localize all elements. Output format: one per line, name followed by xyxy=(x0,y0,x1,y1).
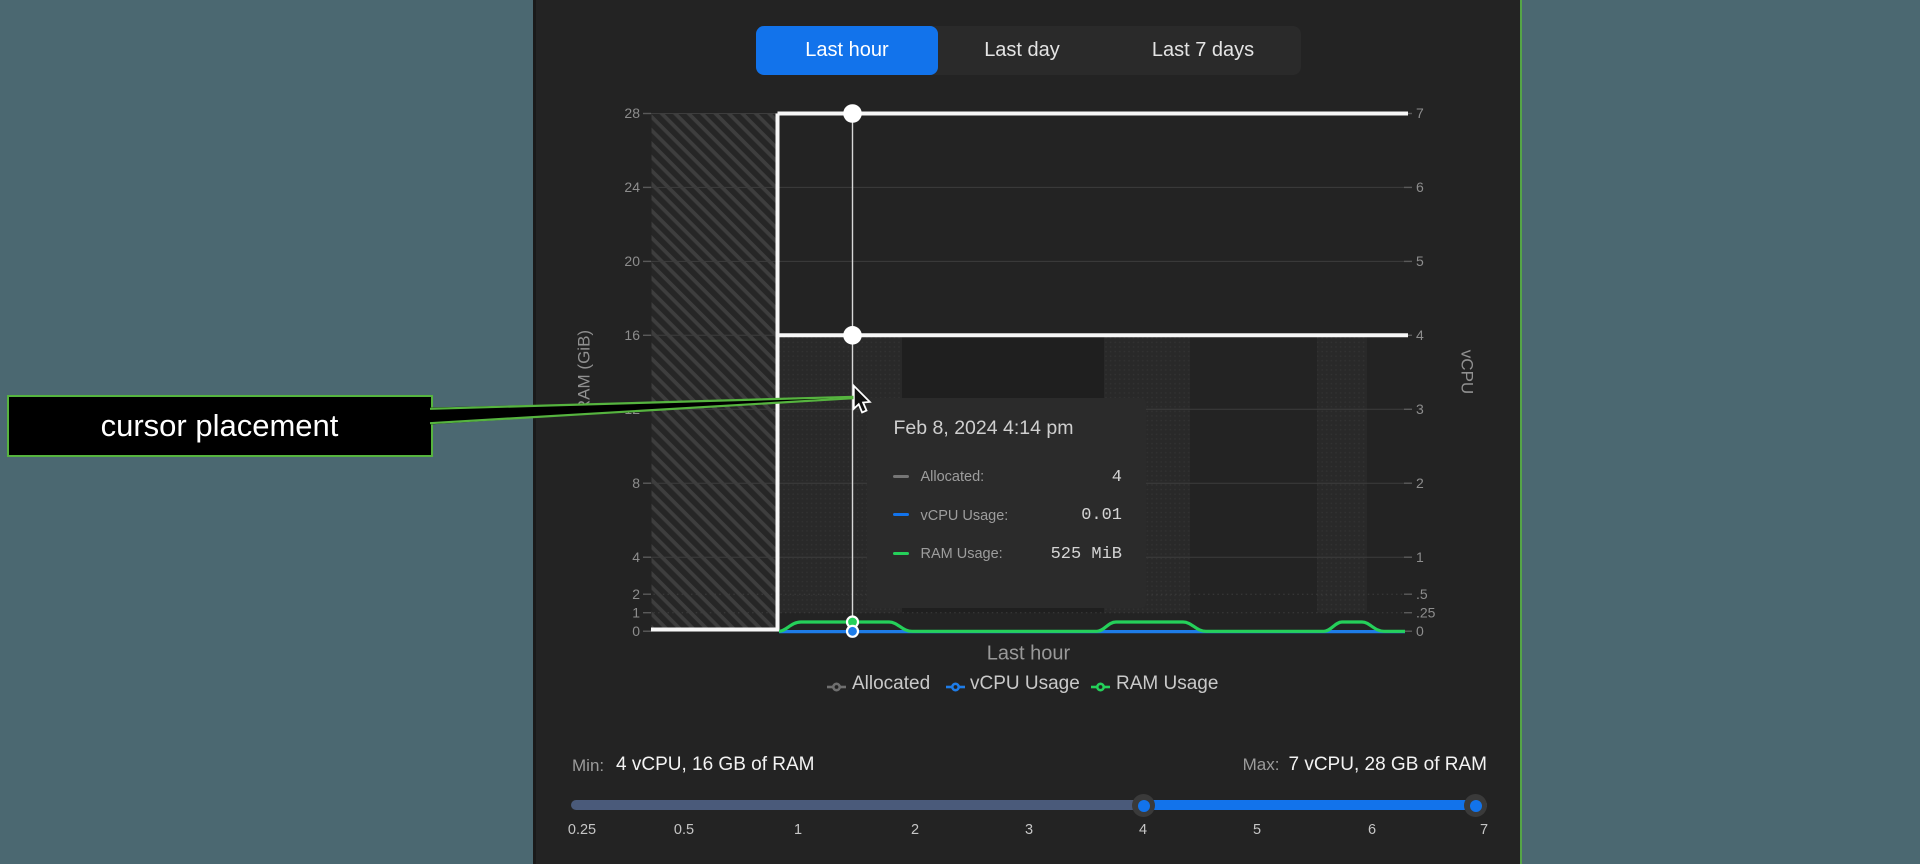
svg-text:Last hour: Last hour xyxy=(987,643,1071,665)
svg-text:2: 2 xyxy=(632,586,640,602)
svg-text:7: 7 xyxy=(1416,105,1424,121)
svg-text:.5: .5 xyxy=(1416,586,1428,602)
svg-text:RAM (GiB): RAM (GiB) xyxy=(575,330,594,412)
svg-text:1: 1 xyxy=(632,605,640,621)
svg-text:24: 24 xyxy=(624,179,640,195)
svg-text:vCPU: vCPU xyxy=(1458,350,1477,394)
svg-text:0: 0 xyxy=(1416,623,1424,639)
svg-text:8: 8 xyxy=(632,475,640,491)
svg-text:16: 16 xyxy=(624,327,640,343)
svg-text:1: 1 xyxy=(1416,549,1424,565)
svg-text:20: 20 xyxy=(624,253,640,269)
svg-text:28: 28 xyxy=(624,105,640,121)
svg-text:0: 0 xyxy=(632,623,640,639)
svg-text:.25: .25 xyxy=(1416,605,1436,621)
svg-text:2: 2 xyxy=(1416,475,1424,491)
svg-text:6: 6 xyxy=(1416,179,1424,195)
svg-text:3: 3 xyxy=(1416,401,1424,417)
svg-text:4: 4 xyxy=(1416,327,1424,343)
svg-text:5: 5 xyxy=(1416,253,1424,269)
svg-text:4: 4 xyxy=(632,549,640,565)
svg-text:12: 12 xyxy=(624,401,640,417)
